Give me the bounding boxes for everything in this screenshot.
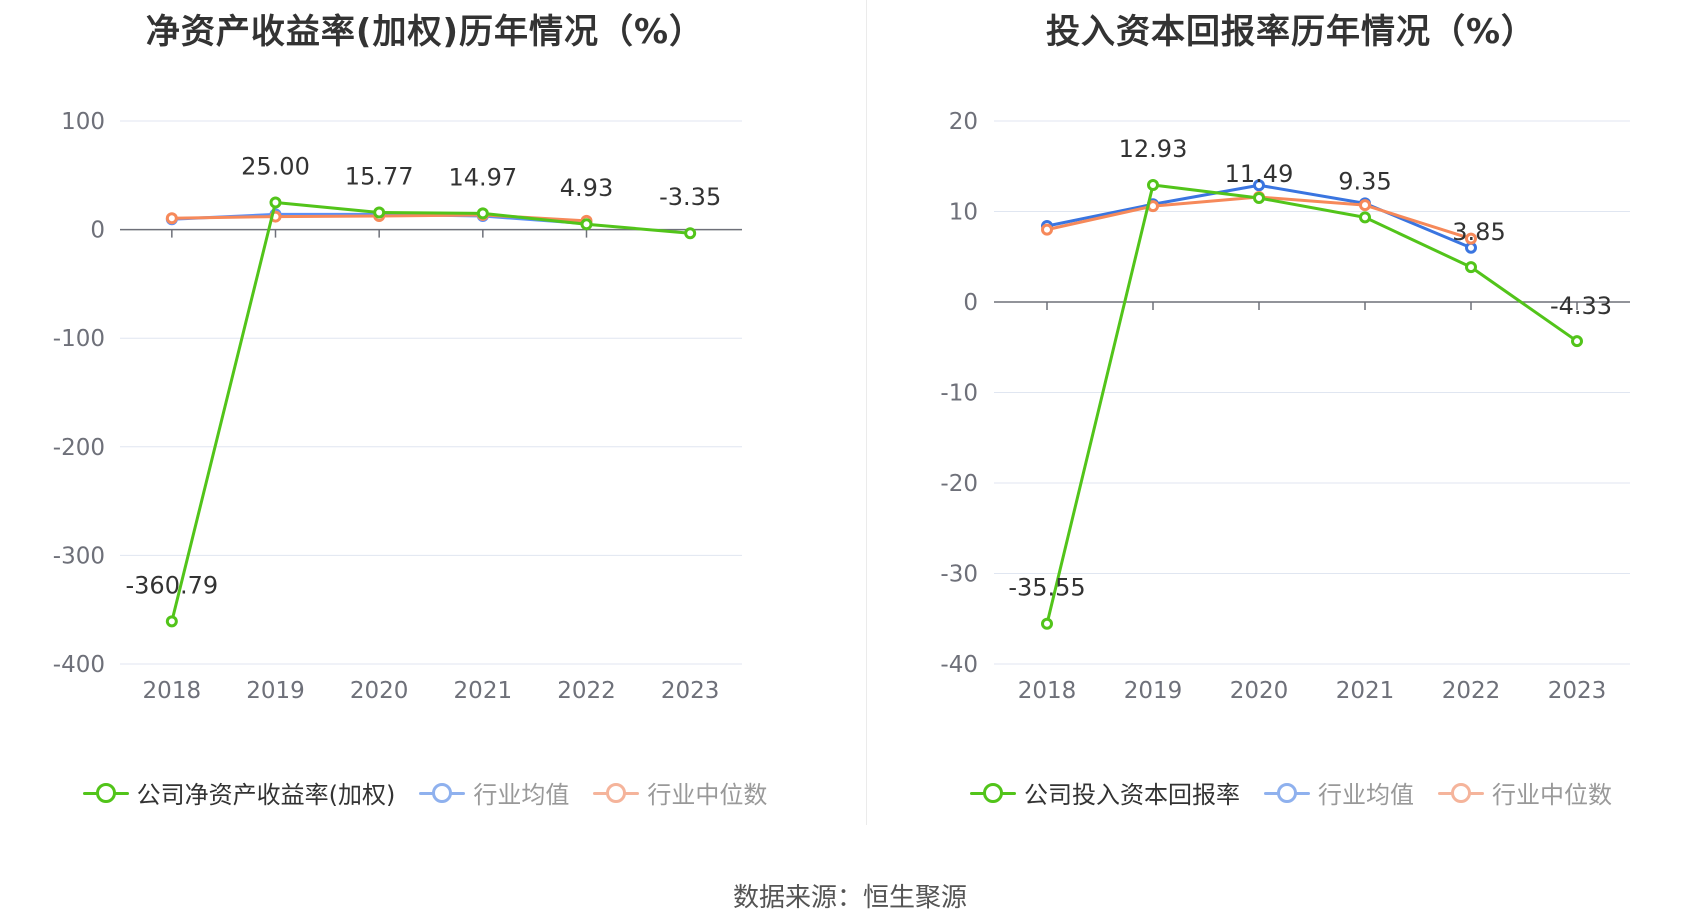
chart-title: 投入资本回报率历年情况（%） bbox=[1045, 12, 1537, 52]
chart-title: 净资产收益率(加权)历年情况（%） bbox=[145, 12, 705, 52]
x-tick-label: 2021 bbox=[454, 678, 513, 704]
x-tick-label: 2020 bbox=[350, 678, 409, 704]
data-point bbox=[1253, 192, 1265, 205]
legend-label: 行业中位数 bbox=[1492, 781, 1612, 809]
data-label: 4.93 bbox=[560, 174, 613, 202]
series-line bbox=[170, 200, 691, 622]
legend-item-median[interactable]: 行业中位数 bbox=[1438, 775, 1612, 810]
legend-marker-icon bbox=[1264, 782, 1310, 803]
legend-label: 行业均值 bbox=[473, 781, 570, 809]
roe-chart-panel: 净资产收益率(加权)历年情况（%） 100 0 -100 -200 -300 -400 20… bbox=[0, 0, 850, 830]
x-tick-label: 2019 bbox=[1124, 678, 1183, 704]
panel-divider bbox=[866, 0, 867, 825]
data-point bbox=[1147, 178, 1159, 191]
chart-legend: 公司投入资本回报率 行业均值 行业中位数 bbox=[866, 775, 1700, 810]
series-line bbox=[1045, 183, 1578, 625]
data-label: -3.35 bbox=[659, 183, 721, 211]
roic-chart: 20 10 0 -10 -20 -30 -40 2018 2019 2020 2021 2022 202… bbox=[940, 109, 1630, 704]
y-tick-label: 20 bbox=[949, 109, 978, 135]
y-tick-label: -200 bbox=[53, 435, 105, 461]
y-tick-label: 100 bbox=[61, 109, 105, 135]
legend-label: 行业均值 bbox=[1318, 781, 1414, 809]
data-point bbox=[1571, 335, 1583, 348]
data-label: 25.00 bbox=[241, 152, 310, 180]
x-tick-label: 2023 bbox=[1548, 678, 1607, 704]
legend-item-average[interactable]: 行业均值 bbox=[1264, 775, 1414, 810]
data-label: 12.93 bbox=[1119, 135, 1188, 163]
data-point bbox=[1359, 199, 1371, 212]
y-tick-label: -100 bbox=[53, 326, 105, 352]
x-tick-label: 2022 bbox=[1442, 678, 1501, 704]
x-tick-label: 2020 bbox=[1230, 678, 1289, 704]
legend-label: 公司净资产收益率(加权) bbox=[136, 781, 396, 809]
data-label: 14.97 bbox=[448, 163, 517, 191]
legend-marker-icon bbox=[970, 782, 1016, 803]
legend-label: 公司投入资本回报率 bbox=[1024, 781, 1240, 809]
y-tick-label: 0 bbox=[90, 218, 105, 244]
data-point bbox=[580, 218, 593, 231]
data-point bbox=[1041, 223, 1053, 236]
data-label: -4.33 bbox=[1550, 292, 1612, 320]
data-point bbox=[373, 206, 386, 219]
x-tick-label: 2018 bbox=[1018, 678, 1077, 704]
x-tick-label: 2021 bbox=[1336, 678, 1395, 704]
y-tick-label: -20 bbox=[940, 471, 978, 497]
legend-marker-icon bbox=[593, 782, 640, 803]
legend-marker-icon bbox=[419, 782, 466, 803]
roe-chart: 100 0 -100 -200 -300 -400 2018 2019 2020 2021 2022… bbox=[53, 109, 742, 704]
data-label: 9.35 bbox=[1338, 167, 1391, 195]
y-tick-label: 0 bbox=[963, 290, 978, 316]
legend-marker-icon bbox=[1438, 782, 1484, 803]
data-point bbox=[269, 196, 282, 209]
data-point bbox=[1253, 179, 1265, 192]
x-tick-label: 2018 bbox=[143, 678, 202, 704]
data-point bbox=[165, 212, 178, 225]
x-tick-label: 2023 bbox=[661, 678, 720, 704]
x-tick-label: 2022 bbox=[557, 678, 616, 704]
roic-chart-panel: 投入资本回报率历年情况（%） 20 10 0 -10 -20 -30 -40 2018 2019… bbox=[866, 0, 1700, 830]
legend-item-median[interactable]: 行业中位数 bbox=[593, 775, 767, 810]
x-tick-label: 2019 bbox=[246, 678, 305, 704]
data-label: -360.79 bbox=[126, 571, 219, 599]
legend-marker-icon bbox=[82, 782, 129, 803]
data-source-note: 数据来源：恒生聚源 bbox=[732, 883, 967, 913]
data-point bbox=[476, 207, 489, 220]
data-label: 15.77 bbox=[345, 162, 414, 190]
data-point bbox=[1041, 617, 1053, 630]
y-tick-label: -400 bbox=[53, 652, 105, 678]
data-point bbox=[1359, 211, 1371, 224]
data-label: -35.55 bbox=[1008, 574, 1085, 602]
y-tick-label: -40 bbox=[940, 652, 978, 678]
y-tick-label: -30 bbox=[940, 562, 978, 588]
data-label: 11.49 bbox=[1225, 160, 1294, 188]
legend-item-company[interactable]: 公司净资产收益率(加权) bbox=[82, 775, 396, 810]
data-point bbox=[684, 227, 697, 240]
data-point bbox=[165, 615, 178, 628]
y-tick-label: -300 bbox=[53, 543, 105, 569]
legend-item-average[interactable]: 行业均值 bbox=[419, 775, 569, 810]
legend-label: 行业中位数 bbox=[647, 781, 768, 809]
chart-legend: 公司净资产收益率(加权) 行业均值 行业中位数 bbox=[0, 775, 850, 810]
data-point bbox=[1465, 232, 1477, 245]
legend-item-company[interactable]: 公司投入资本回报率 bbox=[970, 775, 1240, 810]
data-label: 3.85 bbox=[1452, 218, 1505, 246]
data-point bbox=[1465, 261, 1477, 274]
y-tick-label: 10 bbox=[949, 200, 978, 226]
y-tick-label: -10 bbox=[940, 381, 978, 407]
